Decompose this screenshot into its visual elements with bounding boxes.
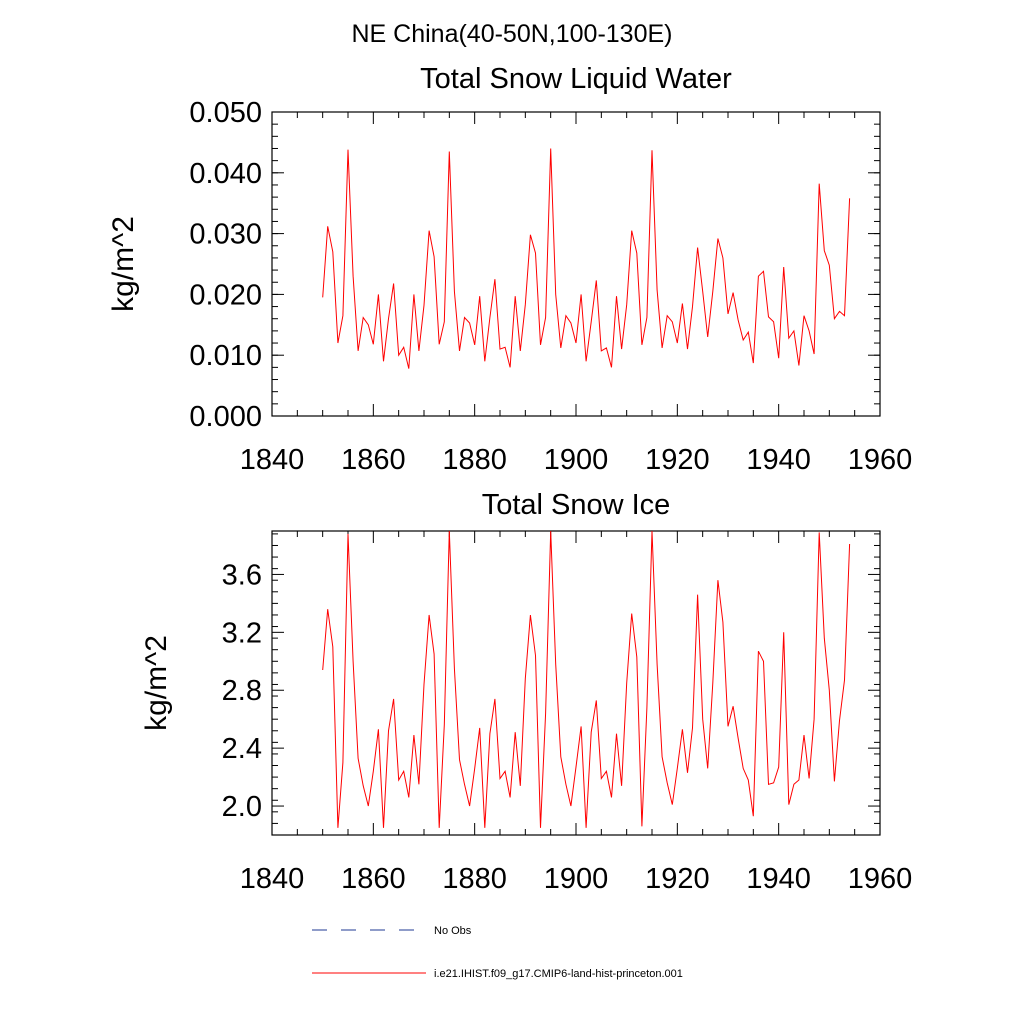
x-tick-label: 1940 — [746, 863, 811, 895]
x-tick-label: 1920 — [645, 863, 710, 895]
series-line — [322, 148, 851, 369]
y-tick-label: 3.2 — [222, 617, 262, 649]
y-tick-label: 0.040 — [189, 158, 262, 190]
chart-title: Total Snow Ice — [482, 489, 671, 521]
y-tick-label: 2.0 — [222, 791, 262, 823]
x-tick-label: 1840 — [240, 444, 305, 476]
x-tick-label: 1880 — [442, 863, 507, 895]
x-tick-label: 1960 — [848, 444, 913, 476]
x-tick-label: 1920 — [645, 444, 710, 476]
series-line — [322, 530, 851, 828]
legend: No Obs i.e21.IHIST.f09_g17.CMIP6-land-hi… — [312, 925, 683, 980]
y-tick-label: 0.020 — [189, 279, 262, 311]
plot-frame — [271, 111, 881, 417]
x-tick-label: 1860 — [341, 444, 406, 476]
x-tick-label: 1900 — [544, 863, 609, 895]
suptitle: NE China(40-50N,100-130E) — [351, 20, 672, 48]
y-tick-label: 2.8 — [222, 675, 262, 707]
x-tick-label: 1840 — [240, 863, 305, 895]
x-tick-label: 1880 — [442, 444, 507, 476]
y-tick-label: 0.000 — [189, 401, 262, 433]
chart-title: Total Snow Liquid Water — [420, 63, 732, 95]
y-tick-label: 0.010 — [189, 340, 262, 372]
chart-panel-snow-ice: Total Snow Ice kg/m^2 1840 1860 1880 1900 19… — [140, 489, 912, 895]
x-tick-label: 1900 — [544, 444, 609, 476]
legend-label-model: i.e21.IHIST.f09_g17.CMIP6-land-hist-prin… — [434, 968, 683, 980]
legend-label-no-obs: No Obs — [434, 925, 472, 937]
y-axis-label: kg/m^2 — [140, 635, 173, 731]
y-tick-label: 3.6 — [222, 559, 262, 591]
x-tick-label: 1960 — [848, 863, 913, 895]
y-tick-label: 0.050 — [189, 97, 262, 129]
x-tick-label: 1860 — [341, 863, 406, 895]
chart-panel-liquid-water: Total Snow Liquid Water kg/m^2 1840 1860 1… — [107, 63, 912, 476]
x-tick-label: 1940 — [746, 444, 811, 476]
y-tick-label: 2.4 — [222, 733, 262, 765]
y-axis-label: kg/m^2 — [107, 216, 140, 312]
y-tick-label: 0.030 — [189, 219, 262, 251]
